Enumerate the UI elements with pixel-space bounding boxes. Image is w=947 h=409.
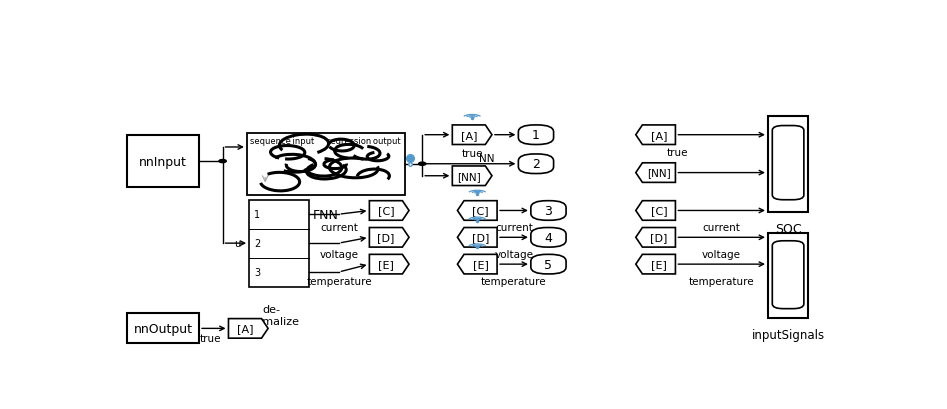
Text: [E]: [E] xyxy=(473,259,489,270)
Text: voltage: voltage xyxy=(702,249,742,259)
Text: [NN]: [NN] xyxy=(647,168,670,178)
Polygon shape xyxy=(635,228,675,247)
Text: SOC: SOC xyxy=(775,222,801,235)
FancyBboxPatch shape xyxy=(531,228,566,247)
Text: [D]: [D] xyxy=(651,233,668,243)
Text: temperature: temperature xyxy=(307,276,372,286)
Text: nnInput: nnInput xyxy=(139,155,188,168)
Text: 3: 3 xyxy=(545,204,552,218)
FancyBboxPatch shape xyxy=(127,314,199,344)
Circle shape xyxy=(419,163,426,166)
Text: inputSignals: inputSignals xyxy=(752,328,825,341)
Text: de-
normalize: de- normalize xyxy=(243,304,298,326)
FancyBboxPatch shape xyxy=(518,155,554,174)
FancyBboxPatch shape xyxy=(127,136,199,188)
Text: [E]: [E] xyxy=(378,259,394,270)
Text: NN: NN xyxy=(479,153,494,164)
FancyBboxPatch shape xyxy=(531,201,566,221)
Text: [C]: [C] xyxy=(651,206,668,216)
FancyBboxPatch shape xyxy=(249,200,265,287)
FancyBboxPatch shape xyxy=(768,117,809,213)
Text: [A]: [A] xyxy=(651,130,667,140)
Text: 1: 1 xyxy=(254,210,260,220)
Polygon shape xyxy=(369,228,409,247)
Polygon shape xyxy=(369,255,409,274)
FancyBboxPatch shape xyxy=(531,255,566,274)
Text: 5: 5 xyxy=(545,258,552,271)
Text: true: true xyxy=(200,333,221,343)
Circle shape xyxy=(219,160,226,163)
Text: nnOutput: nnOutput xyxy=(134,322,192,335)
Polygon shape xyxy=(453,126,491,145)
Text: 4: 4 xyxy=(545,231,552,244)
Text: temperature: temperature xyxy=(688,276,755,286)
FancyBboxPatch shape xyxy=(518,126,554,145)
Polygon shape xyxy=(635,126,675,145)
Polygon shape xyxy=(457,255,497,274)
Text: 1: 1 xyxy=(532,129,540,142)
Text: 2: 2 xyxy=(254,238,260,249)
FancyBboxPatch shape xyxy=(768,233,809,318)
Text: voltage: voltage xyxy=(320,249,359,259)
Text: [D]: [D] xyxy=(472,233,490,243)
FancyBboxPatch shape xyxy=(249,200,309,287)
FancyBboxPatch shape xyxy=(773,241,804,309)
FancyBboxPatch shape xyxy=(773,126,804,200)
Text: 2: 2 xyxy=(532,158,540,171)
Text: voltage: voltage xyxy=(494,249,533,259)
Text: temperature: temperature xyxy=(481,276,546,286)
Polygon shape xyxy=(635,201,675,221)
Polygon shape xyxy=(635,255,675,274)
FancyBboxPatch shape xyxy=(247,134,404,196)
Polygon shape xyxy=(228,319,268,338)
Text: 3: 3 xyxy=(254,267,260,277)
Text: true: true xyxy=(461,149,483,159)
Text: [C]: [C] xyxy=(473,206,489,216)
Text: u: u xyxy=(234,238,241,249)
Polygon shape xyxy=(369,201,409,221)
Polygon shape xyxy=(635,164,675,183)
Text: [E]: [E] xyxy=(651,259,667,270)
Text: [A]: [A] xyxy=(460,130,477,140)
Text: [C]: [C] xyxy=(378,206,394,216)
Text: current: current xyxy=(703,222,741,232)
Text: [D]: [D] xyxy=(377,233,395,243)
Polygon shape xyxy=(457,201,497,221)
Text: sequence input: sequence input xyxy=(250,137,314,146)
Text: current: current xyxy=(320,222,358,232)
Text: true: true xyxy=(667,148,688,157)
Polygon shape xyxy=(453,166,491,186)
Polygon shape xyxy=(457,228,497,247)
Text: [NN]: [NN] xyxy=(457,171,481,181)
Text: FNN: FNN xyxy=(313,208,339,221)
Text: regression output: regression output xyxy=(328,137,401,146)
Text: current: current xyxy=(495,222,533,232)
Text: [A]: [A] xyxy=(237,324,253,334)
